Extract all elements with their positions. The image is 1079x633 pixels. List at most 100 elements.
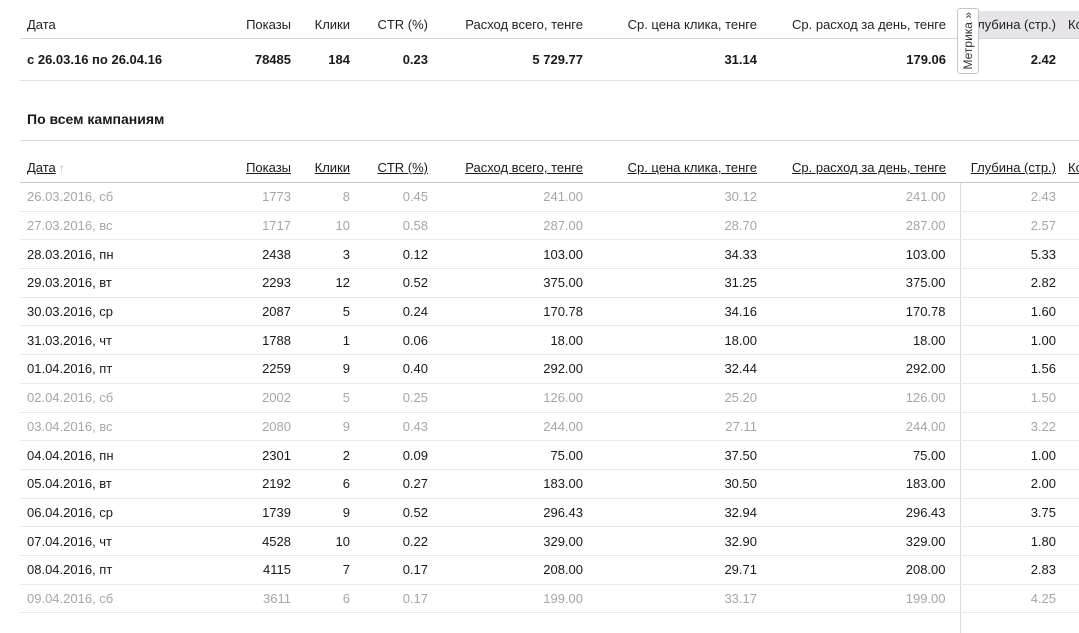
ctr-cell [350, 613, 428, 633]
next-column-partial-cell [1065, 182, 1079, 212]
ctr-cell: 0.43 [350, 412, 428, 442]
total-cost-cell: 292.00 [428, 354, 583, 384]
campaigns-header-clicks[interactable]: Клики [291, 141, 350, 183]
sort-asc-arrow-icon: ↑ [58, 161, 65, 175]
avg-daily-cost-cell: 296.43 [757, 498, 960, 528]
sort-link-ctr[interactable]: CTR (%) [377, 160, 428, 175]
sort-link-next-column-partial[interactable]: Ко [1068, 160, 1079, 175]
sort-link-avg-daily-cost[interactable]: Ср. расход за день, тенге [792, 160, 946, 175]
impressions-cell: 1788 [170, 325, 291, 356]
table-row: 01.04.2016, пт 2259 9 0.40 292.00 32.44 292.00… [20, 354, 1079, 384]
total-cost-cell: 5 729.77 [428, 38, 583, 81]
avg-daily-cost-cell: 75.00 [757, 440, 960, 470]
campaigns-header-ctr[interactable]: CTR (%) [350, 141, 428, 183]
campaigns-header-avg-cpc[interactable]: Ср. цена клика, тенге [583, 141, 757, 183]
avg-cpc-cell: 30.12 [583, 182, 757, 212]
avg-cpc-cell: 30.50 [583, 469, 757, 499]
total-cost-cell: 199.00 [428, 584, 583, 614]
sort-link-depth[interactable]: Глубина (стр.) [970, 160, 1056, 175]
sort-link-date[interactable]: Дата [27, 160, 56, 175]
avg-cpc-cell: 29.71 [583, 555, 757, 585]
table-row: 27.03.2016, вс 1717 10 0.58 287.00 28.70 287.0… [20, 211, 1079, 241]
depth-cell: 1.00 [959, 325, 1065, 356]
table-row: 28.03.2016, пн 2438 3 0.12 103.00 34.33 103.00… [20, 239, 1079, 270]
next-column-partial-cell [1065, 383, 1079, 413]
next-column-partial-cell [1065, 38, 1079, 81]
date-cell: с 26.03.16 по 26.04.16 [20, 38, 170, 81]
metrika-tab[interactable]: Метрика » [957, 8, 979, 74]
table-row-clipped [20, 612, 1079, 633]
clicks-cell: 12 [291, 268, 350, 298]
clicks-cell: 184 [291, 38, 350, 81]
clicks-cell: 6 [291, 469, 350, 499]
next-column-partial-cell [1065, 555, 1079, 585]
depth-cell: 4.25 [959, 584, 1065, 614]
depth-cell: 2.83 [959, 555, 1065, 585]
total-cost-cell: 75.00 [428, 440, 583, 470]
depth-cell: 2.57 [959, 211, 1065, 241]
clicks-cell: 9 [291, 498, 350, 528]
clicks-cell: 8 [291, 182, 350, 212]
impressions-cell: 2192 [170, 469, 291, 499]
metrika-tab-label: Метрика » [961, 12, 975, 70]
table-row: 08.04.2016, пт 4115 7 0.17 208.00 29.71 208.00… [20, 555, 1079, 585]
campaigns-table: Дата ↑ Показы Клики CTR (%) Расход всего, тен… [20, 141, 1079, 633]
next-column-partial-cell [1065, 613, 1079, 633]
ctr-cell: 0.52 [350, 268, 428, 298]
depth-cell: 3.22 [959, 412, 1065, 442]
avg-cpc-cell: 32.90 [583, 526, 757, 556]
depth-cell: 1.56 [959, 354, 1065, 384]
impressions-cell: 2259 [170, 354, 291, 384]
avg-daily-cost-cell [757, 613, 960, 633]
campaigns-header-total-cost[interactable]: Расход всего, тенге [428, 141, 583, 183]
next-column-partial-cell [1065, 469, 1079, 499]
clicks-cell: 1 [291, 325, 350, 356]
date-cell: 01.04.2016, пт [20, 354, 170, 384]
ctr-cell: 0.23 [350, 38, 428, 81]
campaigns-header-impressions[interactable]: Показы [170, 141, 291, 183]
campaigns-header-depth[interactable]: Глубина (стр.) [960, 141, 1065, 183]
next-column-partial-cell [1065, 211, 1079, 241]
ctr-cell: 0.58 [350, 211, 428, 241]
date-cell [20, 613, 170, 633]
impressions-cell: 78485 [170, 38, 291, 81]
date-cell: 05.04.2016, вт [20, 469, 170, 499]
impressions-cell: 2080 [170, 412, 291, 442]
next-column-partial-cell [1065, 325, 1079, 356]
impressions-cell: 3611 [170, 584, 291, 614]
avg-daily-cost-cell: 18.00 [757, 325, 960, 356]
table-row: 31.03.2016, чт 1788 1 0.06 18.00 18.00 18.00 1.… [20, 325, 1079, 356]
avg-cpc-cell: 32.94 [583, 498, 757, 528]
table-row: 02.04.2016, сб 2002 5 0.25 126.00 25.20 126.00… [20, 383, 1079, 413]
total-cost-cell: 183.00 [428, 469, 583, 499]
avg-daily-cost-cell: 208.00 [757, 555, 960, 585]
sort-link-avg-cpc[interactable]: Ср. цена клика, тенге [627, 160, 757, 175]
impressions-cell: 1773 [170, 182, 291, 212]
date-cell: 06.04.2016, ср [20, 498, 170, 528]
date-cell: 31.03.2016, чт [20, 325, 170, 356]
ctr-cell: 0.17 [350, 555, 428, 585]
section-title: По всем кампаниям [20, 81, 1079, 141]
avg-daily-cost-cell: 375.00 [757, 268, 960, 298]
clicks-cell: 9 [291, 354, 350, 384]
next-column-partial-cell [1065, 584, 1079, 614]
campaigns-header-date[interactable]: Дата ↑ [20, 141, 170, 183]
table-row: 04.04.2016, пн 2301 2 0.09 75.00 37.50 75.00 1.… [20, 440, 1079, 470]
total-cost-cell: 170.78 [428, 297, 583, 327]
sort-link-impressions[interactable]: Показы [246, 160, 291, 175]
total-cost-cell: 329.00 [428, 526, 583, 556]
depth-cell: 2.82 [959, 268, 1065, 298]
depth-cell [959, 612, 1065, 633]
avg-daily-cost-cell: 183.00 [757, 469, 960, 499]
summary-table-wrap: Дата Показы Клики CTR (%) Расход всего, тенг… [20, 11, 1079, 81]
total-cost-cell: 103.00 [428, 239, 583, 270]
table-row: 05.04.2016, вт 2192 6 0.27 183.00 30.50 183.00… [20, 469, 1079, 499]
sort-link-total-cost[interactable]: Расход всего, тенге [465, 160, 583, 175]
avg-cpc-cell: 33.17 [583, 584, 757, 614]
impressions-cell: 2438 [170, 239, 291, 270]
campaigns-header-avg-daily-cost[interactable]: Ср. расход за день, тенге [757, 141, 960, 183]
clicks-cell: 5 [291, 383, 350, 413]
clicks-cell: 10 [291, 211, 350, 241]
sort-link-clicks[interactable]: Клики [314, 160, 350, 175]
campaigns-header-next-column-partial[interactable]: Ко [1065, 141, 1079, 183]
